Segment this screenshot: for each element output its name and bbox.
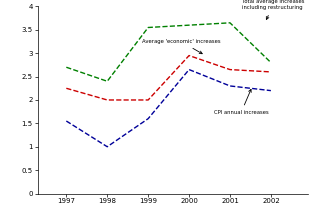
Text: Average 'economic' increases: Average 'economic' increases	[142, 39, 221, 54]
Text: CPI annual increases: CPI annual increases	[214, 89, 268, 115]
Text: Total average increases
including restructuring: Total average increases including restru…	[242, 0, 305, 20]
